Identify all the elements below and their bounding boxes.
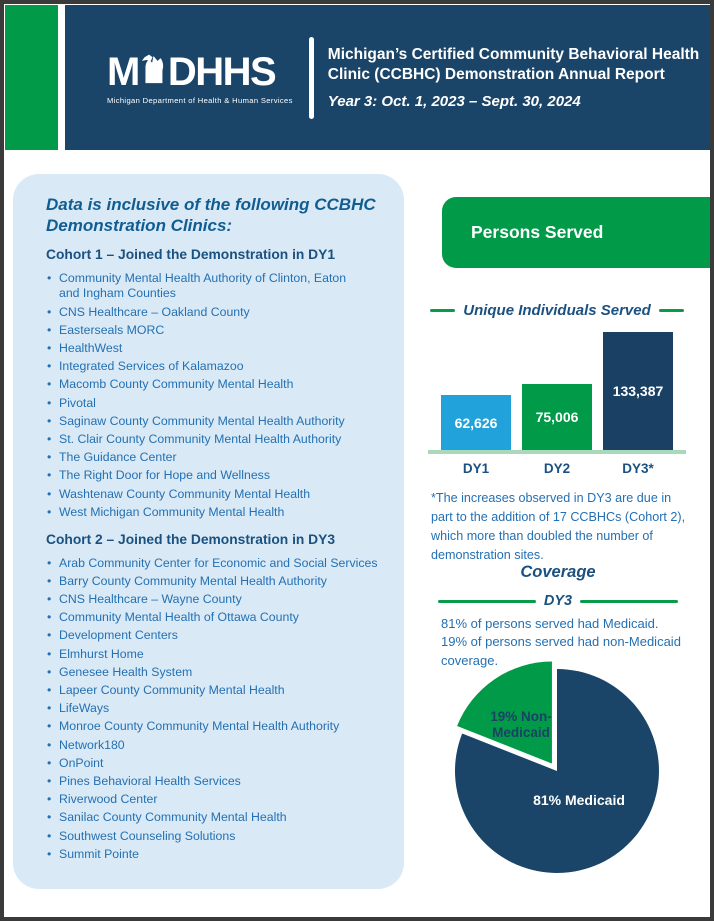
bar-dy3: 133,387 [603, 332, 673, 450]
mdhhs-logo-text: M DHHS [107, 51, 293, 92]
pie-label-non-medicaid-line2: Medicaid [492, 725, 550, 740]
clinic-list-item: Network180 [46, 738, 384, 753]
clinic-list-item: West Michigan Community Mental Health [46, 505, 384, 520]
clinic-list-item: Easterseals MORC [46, 323, 384, 338]
cohort-1-title: Cohort 1 – Joined the Demonstration in D… [46, 247, 336, 263]
header-titles: Michigan’s Certified Community Behaviora… [328, 45, 710, 111]
coverage-line-1: 81% of persons served had Medicaid. [441, 616, 659, 631]
bar-dy1: 62,626 [441, 395, 511, 450]
pie-slice-non-medicaid [457, 661, 552, 764]
cohort-2-title: Cohort 2 – Joined the Demonstration in D… [46, 531, 336, 547]
header-divider [308, 36, 314, 119]
page-header: M DHHS Michigan Department of Health & H… [65, 5, 710, 150]
bar-chart-baseline [428, 450, 686, 454]
clinic-list-item: Genesee Health System [46, 665, 384, 680]
heading-rule-right [580, 599, 678, 603]
clinic-list-item: Development Centers [46, 628, 384, 643]
clinic-list-item: Saginaw County Community Mental Health A… [46, 414, 384, 429]
unique-individuals-served-heading: Unique Individuals Served [430, 302, 685, 319]
coverage-title: Coverage [520, 563, 596, 581]
clinic-list-item: OnPoint [46, 756, 384, 771]
coverage-dy3-heading: DY3 [438, 593, 678, 609]
bar-chart-category-dy2: DY2 [543, 461, 571, 476]
heading-rule-right [658, 309, 685, 312]
clinic-list-item: Southwest Counseling Solutions [46, 829, 384, 844]
clinic-list-item: Summit Pointe [46, 847, 384, 862]
pie-label-medicaid: 81% Medicaid [533, 792, 625, 808]
bar-chart-category-dy1: DY1 [462, 461, 490, 476]
coverage-summary-text: 81% of persons served had Medicaid. 19% … [441, 615, 697, 670]
clinic-list-item: Elmhurst Home [46, 647, 384, 662]
bar-dy2-value: 75,006 [535, 409, 579, 425]
clinic-list-item: LifeWays [46, 701, 384, 716]
clinic-list-item: Riverwood Center [46, 792, 384, 807]
clinic-list-item: CNS Healthcare – Wayne County [46, 592, 384, 607]
clinic-list-item: HealthWest [46, 341, 384, 356]
clinic-list-item: Macomb County Community Mental Health [46, 377, 384, 392]
unique-individuals-served-title: Unique Individuals Served [463, 302, 651, 319]
cohort-1-list: Community Mental Health Authority of Cli… [46, 271, 384, 519]
report-page: M DHHS Michigan Department of Health & H… [4, 4, 710, 917]
clinic-list-item: Arab Community Center for Economic and S… [46, 556, 384, 571]
clinic-list-item: Pivotal [46, 396, 384, 411]
clinic-list-item: Pines Behavioral Health Services [46, 774, 384, 789]
clinic-list-item: Barry County Community Mental Health Aut… [46, 574, 384, 589]
coverage-pie-chart: 19% Non- Medicaid 81% Medicaid [447, 659, 667, 881]
clinics-panel: Data is inclusive of the following CCBHC… [13, 174, 404, 889]
heading-rule-left [438, 599, 536, 603]
clinics-panel-heading: Data is inclusive of the following CCBHC… [46, 195, 376, 235]
clinic-list-item: The Guidance Center [46, 450, 384, 465]
bar-dy3-value: 133,387 [612, 383, 664, 399]
pie-slice-medicaid [454, 669, 659, 873]
coverage-dy3-label: DY3 [543, 593, 573, 609]
persons-served-banner: Persons Served [442, 197, 710, 268]
pie-svg: 19% Non- Medicaid 81% Medicaid [454, 661, 659, 873]
logo-letters-dhhs: DHHS [167, 49, 277, 94]
clinic-list-item: St. Clair County Community Mental Health… [46, 432, 384, 447]
bar-dy2: 75,006 [522, 384, 592, 450]
persons-served-banner-label: Persons Served [471, 222, 604, 242]
clinic-list-item: The Right Door for Hope and Wellness [46, 468, 384, 483]
clinic-list-item: Community Mental Health Authority of Cli… [46, 271, 384, 301]
cohort-2-list: Arab Community Center for Economic and S… [46, 556, 384, 862]
clinic-list-item: CNS Healthcare – Oakland County [46, 305, 384, 320]
michigan-state-icon [141, 54, 163, 83]
clinic-list-item: Community Mental Health of Ottawa County [46, 610, 384, 625]
green-corner-bar [5, 5, 58, 150]
report-title-line1: Michigan’s Certified Community Behaviora… [327, 45, 700, 63]
logo-letter-m: M [107, 49, 140, 94]
report-subtitle: Year 3: Oct. 1, 2023 – Sept. 30, 2024 [327, 93, 581, 111]
pie-label-non-medicaid-line1: 19% Non- [490, 709, 552, 724]
unique-individuals-bar-chart: 62,626 75,006 133,387 DY1 DY2 DY3* [428, 331, 686, 476]
dy3-footnote: *The increases observed in DY3 are due i… [431, 491, 686, 562]
heading-rule-left [430, 309, 456, 312]
logo-tagline: Michigan Department of Health & Human Se… [107, 95, 293, 105]
report-title-line2: Clinic (CCBHC) Demonstration Annual Repo… [327, 65, 665, 83]
clinic-list-item: Integrated Services of Kalamazoo [46, 359, 384, 374]
bar-chart-category-axis: DY1 DY2 DY3* [428, 461, 686, 476]
clinic-list-item: Lapeer County Community Mental Health [46, 683, 384, 698]
bar-chart-plot-area: 62,626 75,006 133,387 [428, 331, 686, 450]
bar-dy1-value: 62,626 [454, 414, 498, 431]
mdhhs-logo: M DHHS Michigan Department of Health & H… [107, 51, 293, 105]
bar-chart-category-dy3: DY3* [622, 461, 654, 476]
clinic-list-item: Monroe County Community Mental Health Au… [46, 719, 384, 734]
clinic-list-item: Sanilac County Community Mental Health [46, 810, 384, 825]
clinic-list-item: Washtenaw County Community Mental Health [46, 487, 384, 502]
coverage-line-2: 19% of persons served had non-Medicaid c… [441, 634, 681, 668]
